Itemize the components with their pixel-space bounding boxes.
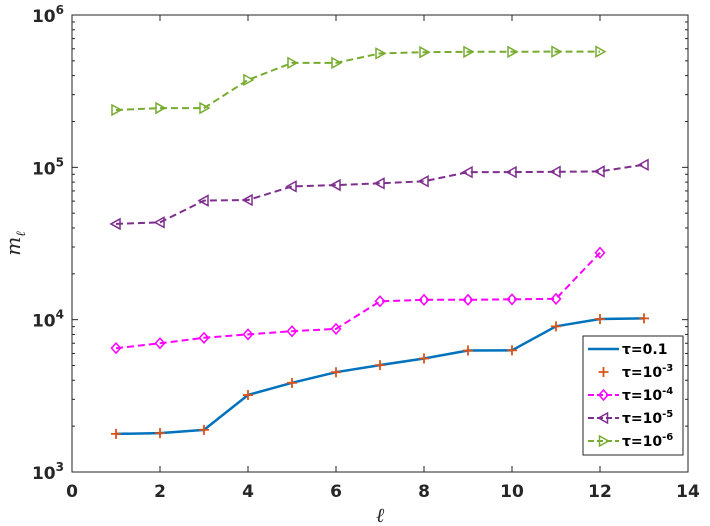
plot-area [109,45,649,439]
data-point [109,217,121,231]
data-point [462,293,474,306]
data-point [505,165,517,179]
x-tick-label: 6 [330,482,342,502]
legend-item: τ=10-6 [588,432,673,450]
data-point [549,165,561,179]
x-tick-label: 4 [242,482,254,502]
legend-item: τ=0.1 [588,342,667,358]
data-point [331,56,343,70]
data-point [418,293,430,306]
y-tick-label: 105 [32,155,64,179]
x-tick-label: 12 [588,482,612,502]
series-line [115,50,600,111]
series-2 [111,313,649,439]
data-point [373,177,385,190]
data-point [637,158,649,172]
x-tick-label: 8 [418,482,430,502]
data-point [241,193,253,207]
data-point [417,174,429,188]
data-point [463,45,475,59]
data-point [551,321,561,332]
data-point [595,45,607,58]
legend-marker [598,434,611,448]
data-point [285,180,297,193]
data-point [330,322,342,336]
data-point [243,73,255,87]
series-3 [110,246,606,355]
data-point [199,101,211,115]
series-line [115,163,645,225]
legend-label: τ=10-4 [622,386,673,404]
data-point [155,101,167,115]
data-point [639,313,649,324]
legend-item: τ=10-3 [598,363,673,381]
data-point [155,428,165,439]
legend-label: τ=10-6 [622,432,673,450]
legend: τ=0.1 τ=10-3 τ=10-4 τ=10-5 τ=10-6 [582,335,684,456]
data-point [463,345,473,356]
x-axis-label: ℓ [376,503,385,526]
data-point [153,216,165,229]
data-point [329,178,341,192]
data-point [242,328,254,341]
x-tick-label: 10 [500,482,524,502]
data-point [550,292,562,305]
data-point [419,353,429,364]
data-point [286,325,298,338]
x-tick-label: 0 [66,482,78,502]
data-point [507,45,519,59]
data-point [111,428,121,439]
y-tick-label: 106 [32,3,64,27]
axes-box [71,14,689,473]
data-point [461,165,473,179]
series-line [115,252,601,350]
x-tick-label: 14 [676,482,700,502]
data-point [593,165,605,178]
legend-label: τ=10-3 [622,363,673,381]
data-point [198,331,210,344]
series-5 [111,45,607,117]
data-point [111,103,123,117]
data-point [419,45,431,59]
data-point [154,337,166,350]
data-point [374,295,386,308]
data-point [331,367,341,378]
y-tick-label: 103 [32,460,64,484]
data-point [199,424,209,435]
y-axis-label: mℓ [1,231,29,256]
legend-marker [596,411,609,425]
data-point [287,56,299,70]
data-point [287,377,297,388]
data-point [506,293,518,306]
legend-marker [598,367,609,377]
data-point [507,345,517,356]
data-point [110,342,122,355]
data-point [551,45,563,58]
series-4 [109,158,649,231]
x-tick-label: 2 [154,482,166,502]
legend-label: τ=10-5 [622,409,673,427]
axes: 0 2 4 6 8 10 12 14 103 104 105 106 ℓ mℓ [1,3,700,526]
legend-item: τ=10-4 [588,386,673,404]
legend-label: τ=0.1 [622,342,667,358]
legend-item: τ=10-5 [588,409,673,427]
data-point [375,360,385,371]
data-point [594,246,606,259]
legend-marker [597,388,610,402]
data-point [375,47,387,60]
data-point [595,314,605,325]
y-tick-label: 104 [32,308,64,332]
data-point [197,194,209,207]
data-point [243,390,253,401]
